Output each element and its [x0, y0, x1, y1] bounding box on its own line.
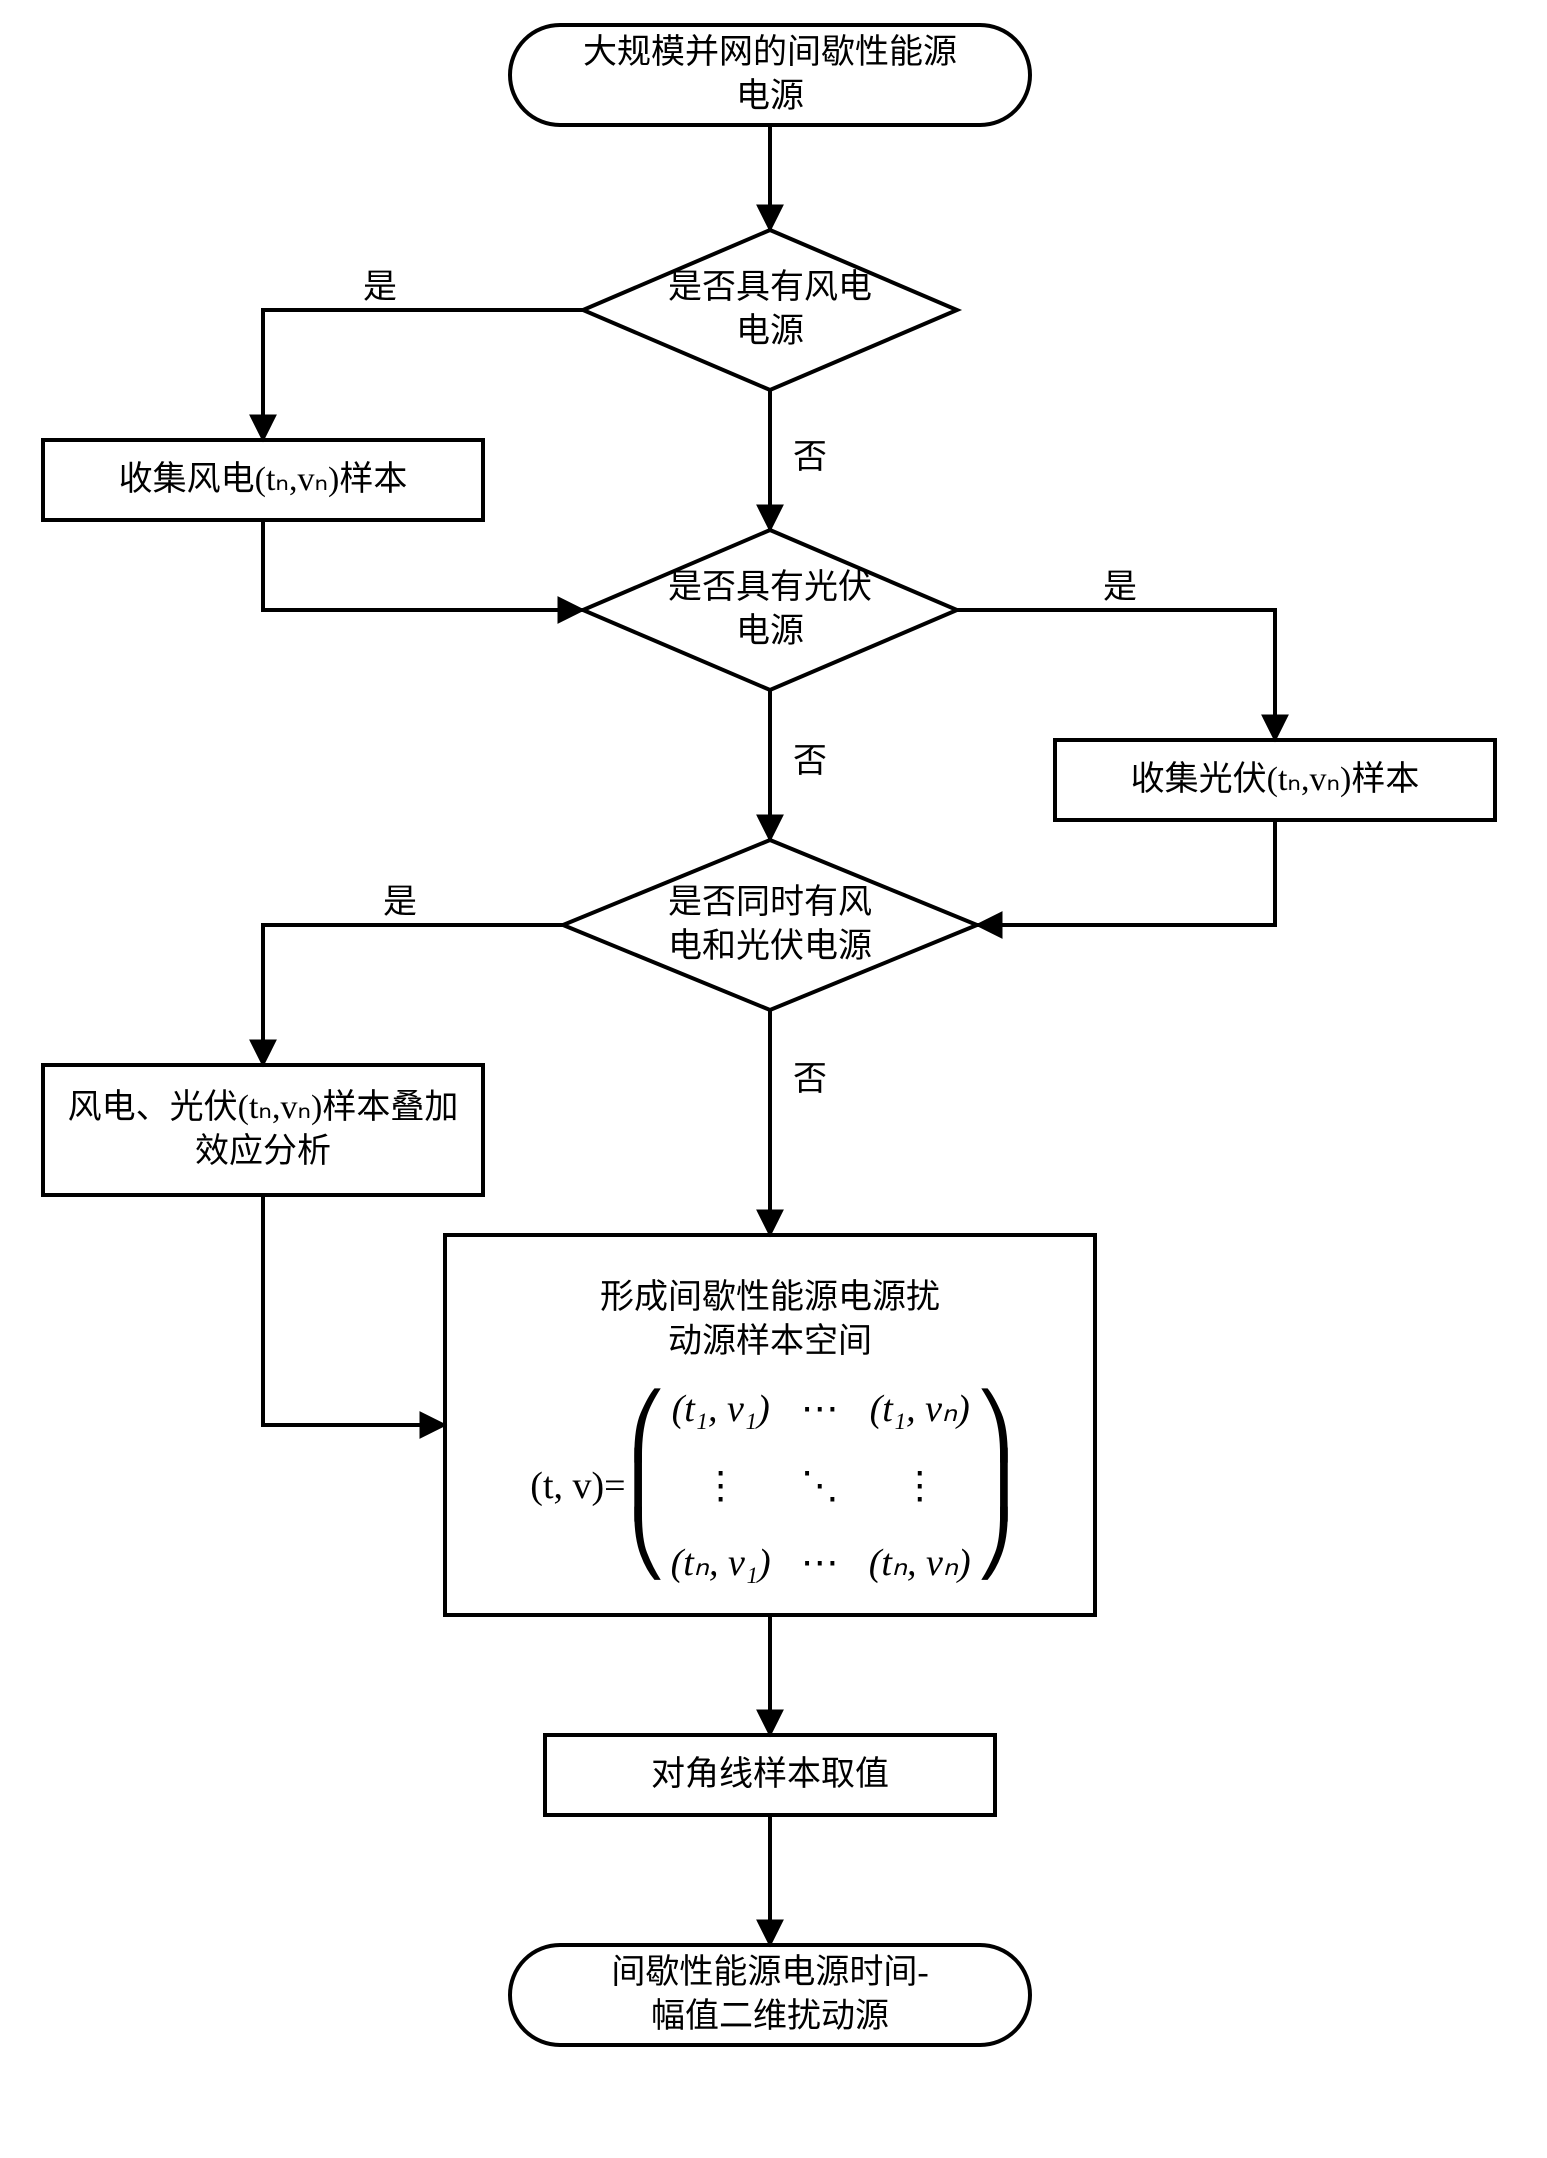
flowchart-canvas: [0, 0, 1547, 2158]
